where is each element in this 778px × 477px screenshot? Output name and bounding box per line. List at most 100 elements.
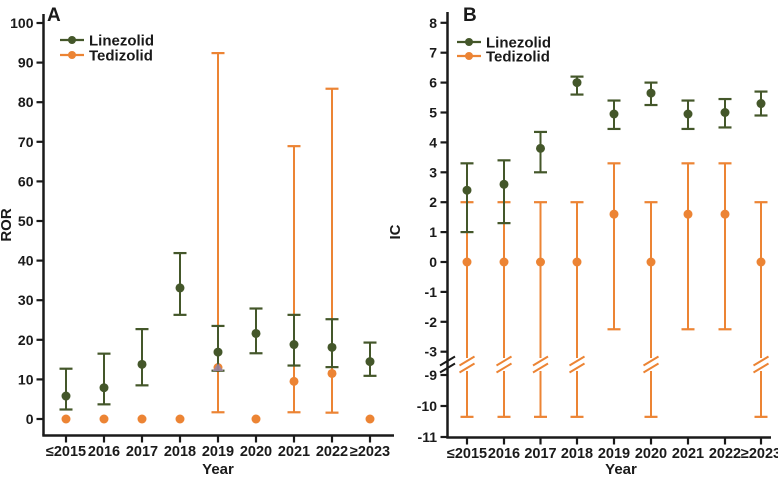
x-tick-label-a-2022: 2022	[316, 444, 348, 460]
point-tedizolid-2015	[61, 414, 71, 424]
point-linezolid-2021	[683, 109, 693, 119]
point-linezolid-2023	[365, 357, 375, 367]
y-tick-label-a-50: 50	[18, 213, 34, 229]
y-tick-label-a-100: 100	[10, 15, 34, 31]
y-axis-break-b-0	[439, 355, 456, 367]
y-tick-label-b--2: -2	[425, 314, 438, 330]
y-tick-label-a-30: 30	[18, 292, 34, 308]
y-tick-label-a-90: 90	[18, 55, 34, 71]
y-axis-break-b-1	[439, 362, 456, 374]
point-tedizolid-2020	[251, 414, 261, 424]
panel-b: 8 7 6 5 4 3 2 1 0 -1 -2 -3 -9 -10 -11 ≤2015 2016 2017 2018…	[387, 5, 778, 477]
point-linezolid-2019	[213, 347, 223, 357]
errorbar-break-tedizolid-2023-0	[752, 355, 770, 367]
errorbar-break-tedizolid-2018-0	[568, 355, 586, 367]
point-tedizolid-2023	[756, 257, 766, 267]
x-tick-label-b-2015: ≤2015	[447, 446, 487, 462]
y-tick-label-b-1: 1	[429, 224, 437, 240]
y-tick-label-b--10: -10	[417, 398, 437, 414]
y-tick-label-b--1: -1	[425, 284, 438, 300]
y-axis-title-b: IC	[387, 224, 404, 239]
errorbar-break-tedizolid-2017-0	[532, 355, 549, 367]
y-tick-label-b-0: 0	[429, 254, 437, 270]
x-tick-label-b-2016: 2016	[488, 446, 520, 462]
y-tick-label-a-70: 70	[18, 134, 34, 150]
y-tick-label-a-0: 0	[26, 411, 34, 427]
errorbar-break-tedizolid-2016-1	[495, 362, 513, 374]
x-tick-label-a-2023: ≥2023	[350, 444, 390, 460]
errorbar-break-tedizolid-2018-1	[568, 362, 586, 374]
panel-letter-b: B	[463, 5, 477, 26]
point-tedizolid-2022	[720, 209, 730, 219]
point-linezolid-2022	[327, 342, 337, 352]
point-linezolid-2015	[462, 185, 472, 195]
panel-letter-a: A	[47, 5, 61, 26]
point-linezolid-2017	[137, 359, 147, 369]
errorbar-break-tedizolid-2020-1	[642, 362, 660, 374]
point-tedizolid-2015	[462, 257, 472, 267]
x-tick-label-a-2018: 2018	[164, 444, 196, 460]
y-tick-label-b-7: 7	[429, 45, 437, 61]
x-axis-title-a: Year	[202, 461, 234, 477]
overlap-marker	[212, 363, 224, 372]
point-tedizolid-2020	[646, 257, 656, 267]
y-tick-label-a-20: 20	[18, 332, 34, 348]
x-tick-label-a-2015: ≤2015	[46, 444, 86, 460]
point-tedizolid-2016	[99, 414, 109, 424]
x-tick-label-b-2023: ≥2023	[741, 446, 778, 462]
point-linezolid-2020	[646, 88, 656, 98]
point-linezolid-2023	[756, 99, 766, 109]
errorbar-break-tedizolid-2015-1	[458, 362, 476, 374]
point-tedizolid-2021	[289, 376, 299, 386]
y-tick-label-a-10: 10	[18, 371, 34, 387]
point-linezolid-2022	[720, 108, 730, 117]
point-linezolid-2016	[499, 179, 509, 189]
legend-marker-linezolid	[465, 38, 473, 46]
y-tick-label-a-40: 40	[18, 253, 34, 269]
y-tick-label-b-5: 5	[429, 105, 437, 121]
legend-marker-tedizolid	[68, 51, 76, 59]
point-tedizolid-2022	[327, 368, 337, 378]
y-tick-label-a-60: 60	[18, 173, 34, 189]
point-tedizolid-2023	[365, 414, 375, 424]
x-axis-title-b: Year	[605, 461, 637, 477]
x-tick-label-a-2017: 2017	[126, 444, 158, 460]
errorbar-break-tedizolid-2020-0	[642, 355, 660, 367]
y-tick-label-a-80: 80	[18, 94, 34, 110]
point-tedizolid-2018	[175, 414, 185, 424]
legend-label-tedizolid: Tedizolid	[89, 48, 153, 65]
x-tick-label-b-2019: 2019	[598, 446, 630, 462]
point-linezolid-2021	[289, 340, 299, 350]
point-linezolid-2019	[609, 109, 619, 119]
point-linezolid-2017	[536, 143, 545, 153]
errorbar-break-tedizolid-2023-1	[752, 362, 770, 374]
y-axis-title-a: ROR	[0, 208, 15, 242]
point-linezolid-2018	[572, 78, 582, 88]
y-tick-label-b-6: 6	[429, 75, 437, 91]
y-tick-label-b--11: -11	[418, 429, 438, 445]
legend-marker-tedizolid	[465, 52, 473, 60]
x-tick-label-b-2017: 2017	[524, 446, 556, 462]
y-tick-label-b-3: 3	[429, 164, 437, 180]
legend-label-tedizolid: Tedizolid	[486, 49, 550, 66]
x-tick-label-b-2020: 2020	[635, 446, 667, 462]
y-tick-label-b--3: -3	[425, 344, 438, 360]
y-tick-label-b-8: 8	[429, 15, 437, 31]
legend-marker-linezolid	[68, 36, 76, 44]
x-tick-label-a-2021: 2021	[278, 444, 310, 460]
errorbar-break-tedizolid-2016-0	[495, 355, 513, 367]
errorbar-break-tedizolid-2015-0	[458, 355, 476, 367]
panel-a: 0 10 20 30 40 50 60 70 80 90 100 ≤2015 2016 2017 2018 2…	[0, 5, 394, 477]
x-tick-label-b-2018: 2018	[561, 446, 593, 462]
y-tick-label-b--9: -9	[425, 367, 438, 383]
x-tick-label-b-2022: 2022	[709, 446, 741, 462]
point-linezolid-2015	[61, 391, 71, 401]
point-tedizolid-2021	[683, 209, 693, 219]
point-linezolid-2016	[99, 383, 109, 393]
legend-label-linezolid: Linezolid	[89, 33, 154, 50]
x-tick-label-b-2021: 2021	[672, 446, 704, 462]
y-tick-label-b-4: 4	[429, 134, 437, 150]
point-tedizolid-2018	[572, 257, 582, 267]
